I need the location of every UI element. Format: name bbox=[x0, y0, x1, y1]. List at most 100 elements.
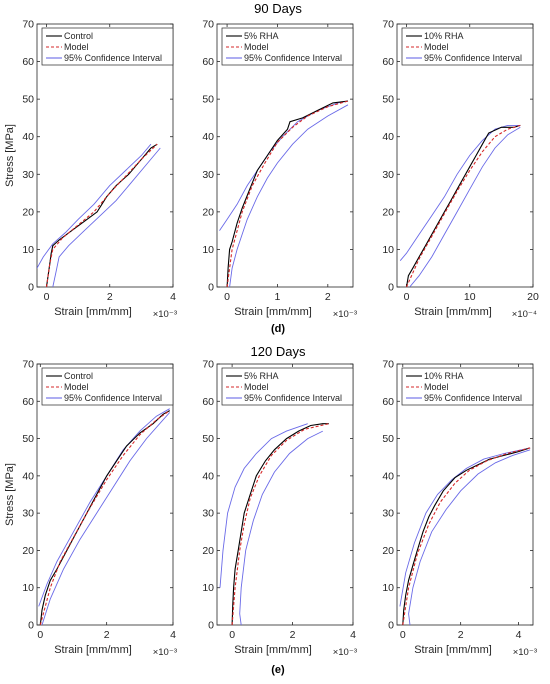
x-tick-label: 0 bbox=[37, 629, 43, 641]
x-tick-label: 2 bbox=[104, 629, 110, 641]
y-tick-label: 20 bbox=[382, 545, 394, 557]
panel-4: 0 10 20 30 40 50 60 70 0 2 4 Strain [mm/mm] ×10⁻³ Str… bbox=[4, 359, 177, 659]
x-tick-label: 2 bbox=[458, 629, 464, 641]
x-axis-exponent: ×10⁻⁴ bbox=[512, 309, 537, 320]
legend-entry-ci-label: 95% Confidence Interval bbox=[424, 393, 522, 403]
x-tick-label: 0 bbox=[224, 291, 230, 303]
y-tick-label: 0 bbox=[388, 282, 394, 294]
x-tick-label: 4 bbox=[350, 629, 356, 641]
legend-box bbox=[41, 367, 174, 406]
y-tick-label: 60 bbox=[22, 396, 34, 408]
measured-line bbox=[226, 100, 349, 287]
legend-box bbox=[401, 367, 534, 406]
legend-entry-measured-label: Control bbox=[64, 371, 93, 381]
y-tick-label: 20 bbox=[202, 206, 214, 218]
y-tick-label: 20 bbox=[22, 545, 34, 557]
y-tick-label: 70 bbox=[22, 359, 34, 371]
x-axis-label: Strain [mm/mm] bbox=[234, 644, 312, 656]
legend-entry-model-label: Model bbox=[244, 42, 269, 52]
legend-box bbox=[401, 27, 534, 66]
x-tick-label: 0 bbox=[229, 629, 235, 641]
y-tick-label: 60 bbox=[202, 56, 214, 68]
y-tick-label: 70 bbox=[202, 19, 214, 31]
y-tick-label: 30 bbox=[22, 169, 34, 181]
x-tick-label: 4 bbox=[170, 291, 176, 303]
model-line bbox=[45, 143, 158, 287]
x-axis-label: Strain [mm/mm] bbox=[414, 644, 492, 656]
y-tick-label: 0 bbox=[28, 620, 34, 632]
legend-entry-model-label: Model bbox=[64, 382, 89, 392]
y-tick-label: 20 bbox=[22, 206, 34, 218]
x-axis-exponent: ×10⁻³ bbox=[333, 309, 357, 320]
caption-d: (d) bbox=[271, 323, 285, 335]
legend-entry-model-label: Model bbox=[244, 382, 269, 392]
y-tick-label: 30 bbox=[22, 508, 34, 520]
y-tick-label: 10 bbox=[202, 582, 214, 594]
axes-box bbox=[36, 363, 174, 626]
panel-5: 0 10 20 30 40 50 60 70 0 2 4 Strain [mm/mm] ×10⁻³ 5% … bbox=[202, 359, 357, 659]
x-axis-exponent: ×10⁻³ bbox=[153, 309, 177, 320]
legend-entry-model-label: Model bbox=[64, 42, 89, 52]
ci-lower-line bbox=[41, 412, 171, 625]
x-tick-label: 0 bbox=[404, 291, 410, 303]
y-tick-label: 10 bbox=[22, 244, 34, 256]
panel-6: 0 10 20 30 40 50 60 70 0 2 4 Strain [mm/mm] ×10⁻³ 10%… bbox=[382, 359, 537, 659]
plot-area bbox=[37, 143, 161, 287]
y-tick-label: 50 bbox=[22, 433, 34, 445]
x-tick-label: 2 bbox=[107, 291, 113, 303]
y-tick-label: 20 bbox=[382, 206, 394, 218]
ci-lower-line bbox=[52, 147, 161, 287]
measured-line bbox=[231, 423, 329, 625]
model-line bbox=[39, 410, 171, 625]
y-axis-label: Stress [MPa] bbox=[4, 124, 16, 187]
x-tick-label: 10 bbox=[464, 291, 476, 303]
y-tick-label: 40 bbox=[202, 470, 214, 482]
legend-entry-measured-label: 10% RHA bbox=[424, 371, 464, 381]
ci-lower-line bbox=[229, 104, 349, 287]
y-tick-label: 40 bbox=[22, 131, 34, 143]
y-tick-label: 10 bbox=[382, 244, 394, 256]
x-axis-exponent: ×10⁻³ bbox=[333, 647, 357, 658]
y-tick-label: 60 bbox=[202, 396, 214, 408]
legend-entry-ci-label: 95% Confidence Interval bbox=[424, 53, 522, 63]
x-tick-label: 4 bbox=[170, 629, 176, 641]
y-tick-label: 70 bbox=[382, 359, 394, 371]
y-tick-label: 60 bbox=[382, 56, 394, 68]
x-tick-label: 0 bbox=[44, 291, 50, 303]
y-tick-label: 30 bbox=[382, 169, 394, 181]
y-tick-label: 0 bbox=[208, 620, 214, 632]
model-line bbox=[405, 124, 521, 287]
ci-upper-line bbox=[38, 408, 170, 607]
y-tick-label: 50 bbox=[202, 433, 214, 445]
group-title-120-days: 120 Days bbox=[251, 344, 306, 359]
panel-1: 0 10 20 30 40 50 60 70 0 2 4 Strain [mm/mm] ×10⁻³ Str… bbox=[4, 19, 177, 321]
legend-entry-measured-label: 5% RHA bbox=[244, 371, 279, 381]
y-tick-label: 10 bbox=[202, 244, 214, 256]
x-tick-label: 0 bbox=[400, 629, 406, 641]
group-title-90-days: 90 Days bbox=[254, 1, 302, 16]
ci-lower-line bbox=[239, 430, 324, 625]
y-tick-label: 10 bbox=[22, 582, 34, 594]
x-tick-label: 4 bbox=[516, 629, 522, 641]
y-tick-label: 60 bbox=[382, 396, 394, 408]
plot-area bbox=[219, 100, 349, 287]
plot-area bbox=[38, 408, 171, 625]
plot-area bbox=[399, 124, 521, 287]
legend-entry-ci-label: 95% Confidence Interval bbox=[64, 393, 162, 403]
legend-entry-model-label: Model bbox=[424, 382, 449, 392]
x-axis-label: Strain [mm/mm] bbox=[54, 306, 132, 318]
y-tick-label: 40 bbox=[22, 470, 34, 482]
legend-entry-measured-label: Control bbox=[64, 31, 93, 41]
measured-line bbox=[405, 124, 521, 287]
legend-entry-measured-label: 5% RHA bbox=[244, 31, 279, 41]
axes-box bbox=[396, 363, 534, 626]
model-line bbox=[402, 447, 531, 625]
legend-entry-model-label: Model bbox=[424, 42, 449, 52]
axes-box bbox=[396, 23, 534, 288]
